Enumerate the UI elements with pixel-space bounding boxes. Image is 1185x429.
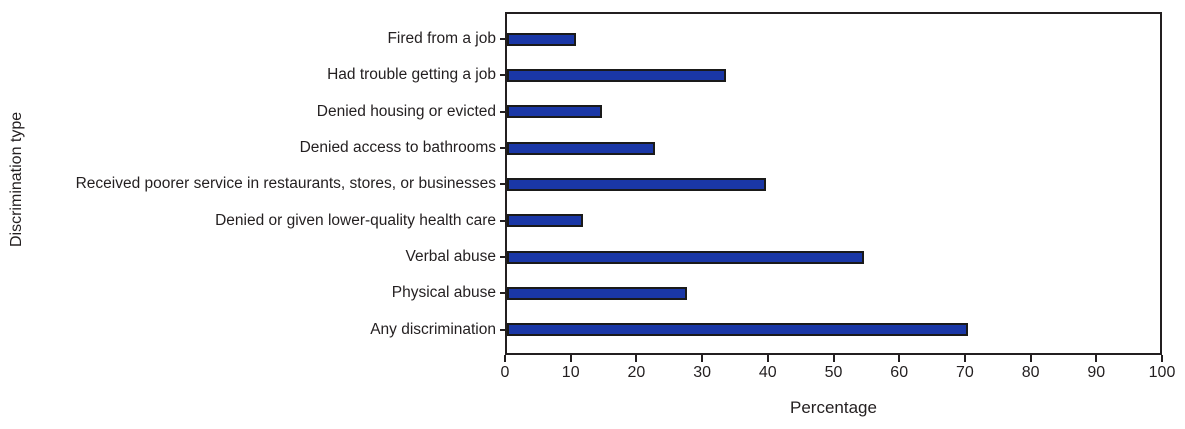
x-axis-tick-label: 50 xyxy=(824,364,843,381)
x-axis-tick xyxy=(1161,355,1163,362)
x-axis-tick xyxy=(1029,355,1032,362)
category-label: Denied or given lower-quality health car… xyxy=(215,211,496,229)
x-axis-tick-label: 20 xyxy=(627,364,646,381)
bar-row xyxy=(507,130,1160,166)
category-label: Denied housing or evicted xyxy=(316,102,496,120)
category-labels: Fired from a job Had trouble getting a jo… xyxy=(0,12,505,355)
x-axis-tick-label: 100 xyxy=(1148,364,1176,381)
category-label: Any discrimination xyxy=(370,320,496,338)
bar-row xyxy=(507,166,1160,202)
category-label-row: Denied housing or evicted xyxy=(0,94,505,130)
bar-row xyxy=(507,312,1160,348)
category-label: Physical abuse xyxy=(391,284,496,302)
y-axis-tick xyxy=(500,74,505,77)
category-label-row: Denied access to bathrooms xyxy=(0,130,505,166)
x-axis-tick-label: 0 xyxy=(500,364,510,381)
x-axis-tick xyxy=(701,355,704,362)
category-label: Verbal abuse xyxy=(405,248,497,266)
x-axis-tick-label: 30 xyxy=(693,364,711,381)
x-axis-tick xyxy=(1095,355,1098,362)
bar xyxy=(507,286,688,300)
category-label-row: Any discrimination xyxy=(0,312,505,348)
category-label-row: Received poorer service in restaurants, … xyxy=(0,166,505,202)
bar xyxy=(507,177,766,191)
x-axis-tick-label: 60 xyxy=(890,364,909,381)
bar xyxy=(507,105,603,119)
x-axis-tick-label: 10 xyxy=(561,364,580,381)
x-axis: 0 10 20 30 40 50 60 70 80 90 100 xyxy=(501,355,1175,395)
x-axis-tick-label: 70 xyxy=(955,364,974,381)
category-label: Had trouble getting a job xyxy=(327,66,496,84)
bar xyxy=(507,141,655,155)
bar xyxy=(507,32,577,46)
bar xyxy=(507,68,727,82)
x-axis-title: Percentage xyxy=(790,398,877,417)
x-axis-tick-label: 40 xyxy=(758,364,777,381)
x-axis-tick-label: 90 xyxy=(1087,364,1106,381)
bar-row xyxy=(507,57,1160,93)
bar-row xyxy=(507,94,1160,130)
y-axis-tick xyxy=(500,292,505,295)
y-axis-tick xyxy=(500,256,505,259)
y-axis-tick xyxy=(500,147,505,150)
bar-row xyxy=(507,21,1160,57)
plot-area xyxy=(505,12,1162,355)
y-axis-tick xyxy=(500,110,505,113)
x-axis-tick xyxy=(569,355,572,362)
category-label-row: Denied or given lower-quality health car… xyxy=(0,203,505,239)
x-axis-tick xyxy=(898,355,901,362)
y-axis-tick xyxy=(500,328,505,331)
x-axis-tick xyxy=(963,355,966,362)
category-label-row: Verbal abuse xyxy=(0,239,505,275)
category-label: Denied access to bathrooms xyxy=(299,139,496,157)
bar xyxy=(507,250,864,264)
category-label: Fired from a job xyxy=(387,30,496,48)
y-axis-tick xyxy=(500,183,505,186)
x-axis-tick xyxy=(635,355,638,362)
x-axis-tick xyxy=(832,355,835,362)
y-axis-tick xyxy=(500,219,505,222)
category-label-row: Physical abuse xyxy=(0,275,505,311)
category-label-row: Fired from a job xyxy=(0,21,505,57)
bar xyxy=(507,214,583,228)
bars-area xyxy=(507,14,1160,353)
bar-row xyxy=(507,239,1160,275)
x-axis-tick-label: 80 xyxy=(1021,364,1040,381)
bar-row xyxy=(507,203,1160,239)
category-label: Received poorer service in restaurants, … xyxy=(75,175,496,193)
bar-row xyxy=(507,275,1160,311)
x-axis-tick xyxy=(766,355,769,362)
x-axis-tick xyxy=(504,355,506,362)
y-axis-tick xyxy=(500,38,505,41)
category-label-row: Had trouble getting a job xyxy=(0,57,505,93)
bar xyxy=(507,323,969,337)
